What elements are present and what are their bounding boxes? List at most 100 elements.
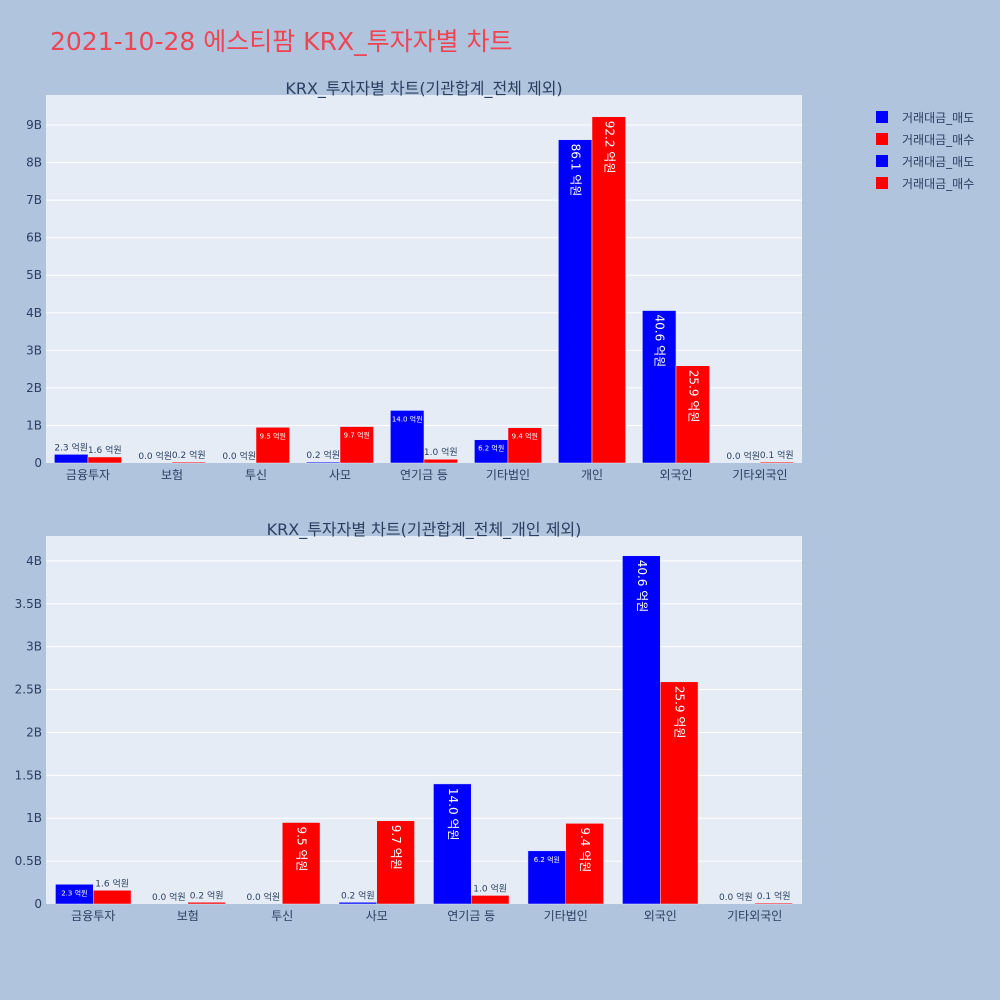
y-tick-label: 8B xyxy=(26,156,42,170)
legend-item[interactable]: 거래대금_매수 xyxy=(876,128,974,150)
legend-swatch-icon xyxy=(876,111,888,123)
chart-title: KRX_투자자별 차트(기관합계_전체 제외) xyxy=(285,79,562,99)
bar xyxy=(527,850,567,905)
bar-label: 14.0 억원 xyxy=(446,788,460,841)
bar xyxy=(171,461,206,464)
bar-label: 86.1 억원 xyxy=(569,144,583,197)
y-tick-label: 6B xyxy=(26,231,42,245)
legend-label: 거래대금_매도 xyxy=(902,154,975,169)
bar xyxy=(433,783,472,905)
bar-label: 2.3 억원 xyxy=(61,888,87,897)
bar xyxy=(93,890,132,905)
bar-label: 40.6 억원 xyxy=(653,315,667,368)
legend-swatch-icon xyxy=(876,155,888,167)
y-tick-label: 3B xyxy=(26,640,42,654)
bar xyxy=(565,823,604,905)
bar-label: 9.4 억원 xyxy=(512,432,538,441)
y-tick-label: 3.5B xyxy=(15,597,42,611)
y-tick-label: 1B xyxy=(26,418,42,432)
y-tick-label: 2B xyxy=(26,725,42,739)
x-tick-label: 연기금 등 xyxy=(447,909,495,923)
x-tick-label: 기타외국인 xyxy=(727,909,782,923)
bar-label: 9.5 억원 xyxy=(260,431,286,440)
bar-label: 6.2 억원 xyxy=(534,855,560,864)
x-tick-label: 기타법인 xyxy=(544,909,588,923)
bar xyxy=(759,461,794,464)
y-tick-label: 4B xyxy=(26,306,42,320)
page-title: 2021-10-28 에스티팜 KRX_투자자별 차트 xyxy=(50,27,513,56)
bar-label: 1.0 억원 xyxy=(424,446,458,458)
y-tick-label: 5B xyxy=(26,268,42,282)
x-tick-label: 금융투자 xyxy=(66,468,110,482)
legend-item[interactable]: 거래대금_매수 xyxy=(876,172,974,194)
bar xyxy=(282,822,321,905)
bar xyxy=(339,426,374,464)
x-tick-label: 보험 xyxy=(177,909,199,923)
bar xyxy=(754,902,793,905)
bar-label: 0.0 억원 xyxy=(726,450,760,462)
bar xyxy=(187,902,226,905)
y-tick-label: 1B xyxy=(26,811,42,825)
bar-label: 0.2 억원 xyxy=(341,889,375,901)
bar xyxy=(591,116,626,464)
bar-label: 6.2 억원 xyxy=(478,444,504,453)
bar-label: 0.1 억원 xyxy=(757,890,791,902)
x-tick-label: 금융투자 xyxy=(71,909,115,923)
bar xyxy=(255,427,290,464)
bar xyxy=(376,820,415,905)
bar-label: 14.0 억원 xyxy=(392,414,423,423)
bar xyxy=(507,427,542,464)
bar-label: 2.3 억원 xyxy=(54,441,88,453)
y-tick-label: 0 xyxy=(34,897,42,911)
legend-label: 거래대금_매도 xyxy=(902,110,975,125)
bar xyxy=(660,681,699,905)
legend-label: 거래대금_매수 xyxy=(902,132,975,147)
bar-label: 92.2 억원 xyxy=(602,121,616,174)
bar-label: 0.0 억원 xyxy=(152,891,186,903)
bar xyxy=(390,410,425,464)
legend-item[interactable]: 거래대금_매도 xyxy=(876,150,974,172)
bar-label: 1.6 억원 xyxy=(95,877,129,889)
bar-label: 0.1 억원 xyxy=(760,449,794,461)
bar xyxy=(471,895,510,905)
chart-title: KRX_투자자별 차트(기관합계_전체_개인 제외) xyxy=(267,520,582,540)
x-tick-label: 연기금 등 xyxy=(400,468,448,482)
bar-label: 25.9 억원 xyxy=(673,686,687,739)
bar-label: 0.2 억원 xyxy=(172,449,206,461)
bar-label: 40.6 억원 xyxy=(635,560,649,613)
y-tick-label: 4B xyxy=(26,554,42,568)
y-tick-label: 7B xyxy=(26,193,42,207)
legend-item[interactable]: 거래대금_매도 xyxy=(876,106,974,128)
legend-swatch-icon xyxy=(876,177,888,189)
bar-label: 0.0 억원 xyxy=(719,891,753,903)
bar xyxy=(423,458,458,464)
x-tick-label: 보험 xyxy=(161,468,183,482)
legend-swatch-icon xyxy=(876,133,888,145)
legend-label: 거래대금_매수 xyxy=(902,176,975,191)
x-tick-label: 외국인 xyxy=(659,468,692,482)
bar xyxy=(338,902,378,905)
bar xyxy=(642,310,677,464)
x-tick-label: 투신 xyxy=(271,909,293,923)
legend[interactable]: 거래대금_매도 거래대금_매수 거래대금_매도 거래대금_매수 xyxy=(876,106,974,194)
x-tick-label: 개인 xyxy=(581,468,603,482)
bar-label: 25.9 억원 xyxy=(686,370,700,423)
bar-label: 0.0 억원 xyxy=(246,891,280,903)
bar-label: 9.4 억원 xyxy=(578,827,592,872)
x-tick-label: 사모 xyxy=(366,909,388,923)
bar-label: 0.2 억원 xyxy=(190,889,224,901)
x-tick-label: 사모 xyxy=(329,468,351,482)
y-tick-label: 1.5B xyxy=(15,768,42,782)
x-tick-label: 기타법인 xyxy=(486,468,530,482)
y-tick-label: 2.5B xyxy=(15,683,42,697)
y-tick-label: 9B xyxy=(26,118,42,132)
bar xyxy=(54,454,89,464)
y-tick-label: 2B xyxy=(26,381,42,395)
bar xyxy=(87,456,122,464)
bar-label: 9.5 억원 xyxy=(295,827,309,872)
x-tick-label: 기타외국인 xyxy=(732,468,787,482)
bar xyxy=(622,555,661,905)
y-tick-label: 0 xyxy=(34,456,42,470)
bar-label: 9.7 억원 xyxy=(344,431,370,440)
